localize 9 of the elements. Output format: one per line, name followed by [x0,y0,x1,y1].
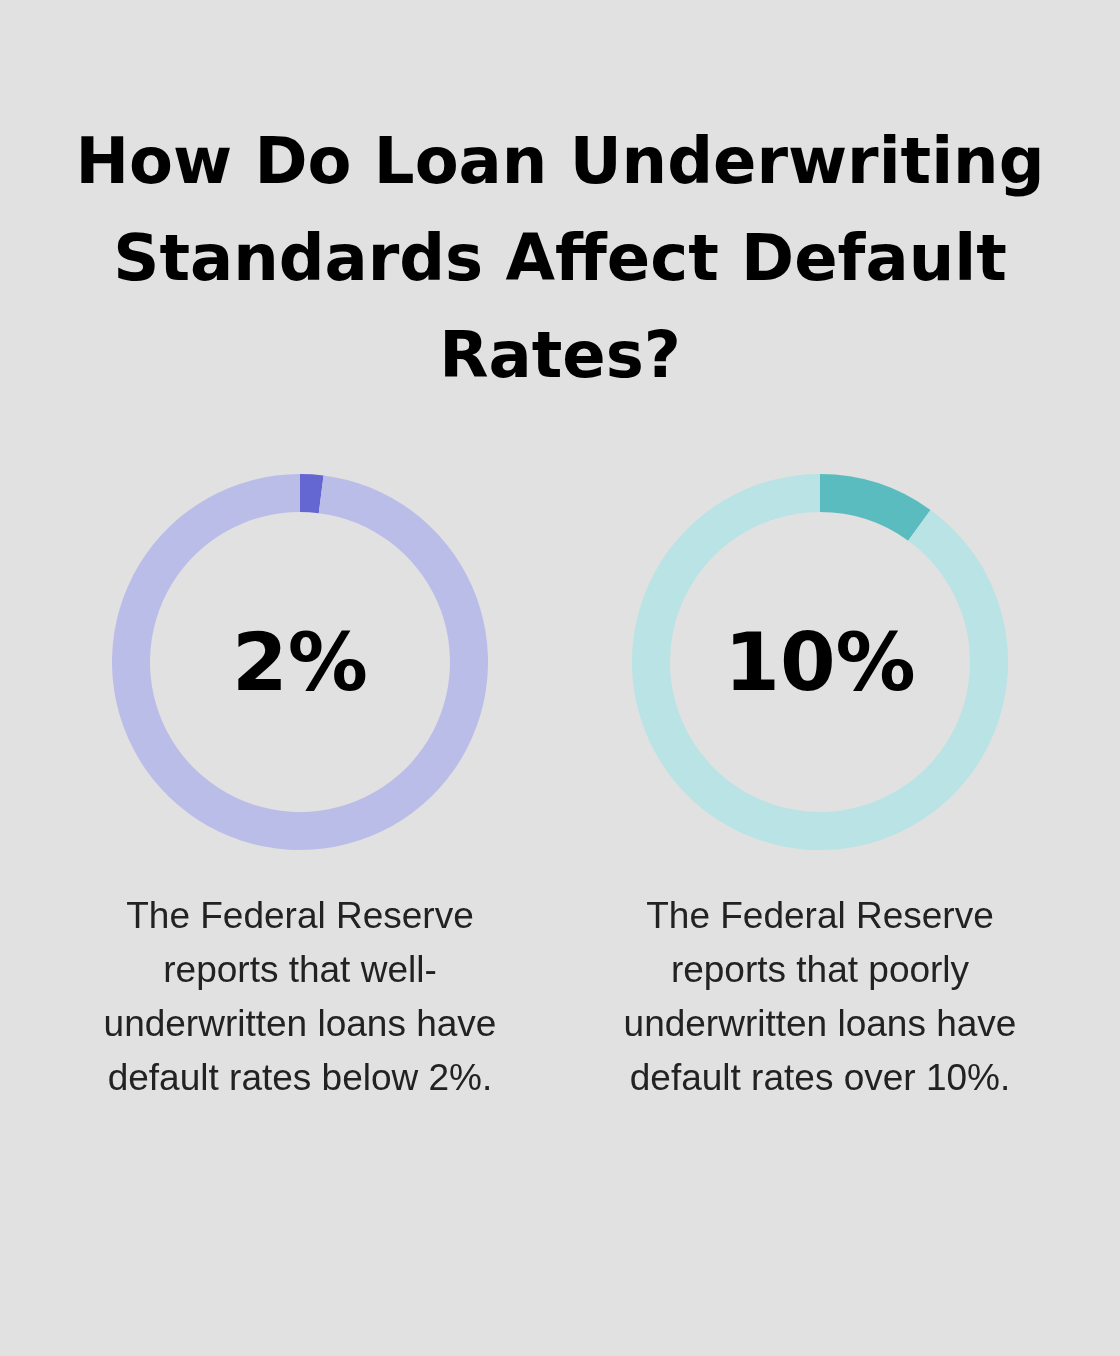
donut-slice [112,474,488,850]
donut-slice [632,474,1008,850]
chart-title: How Do Loan Underwriting Standards Affect Default Rates? [75,124,1045,392]
donut-slice [300,474,324,514]
text: The Federal Reserve reports that well-underwritten loans have default rates below 2%. [103,895,497,1098]
text: 10% [724,616,916,709]
donut-slice [820,474,931,541]
text: 2% [232,616,368,709]
text: The Federal Reserve reports that poorly underwritten loans have default rates over 10%. [623,895,1017,1098]
